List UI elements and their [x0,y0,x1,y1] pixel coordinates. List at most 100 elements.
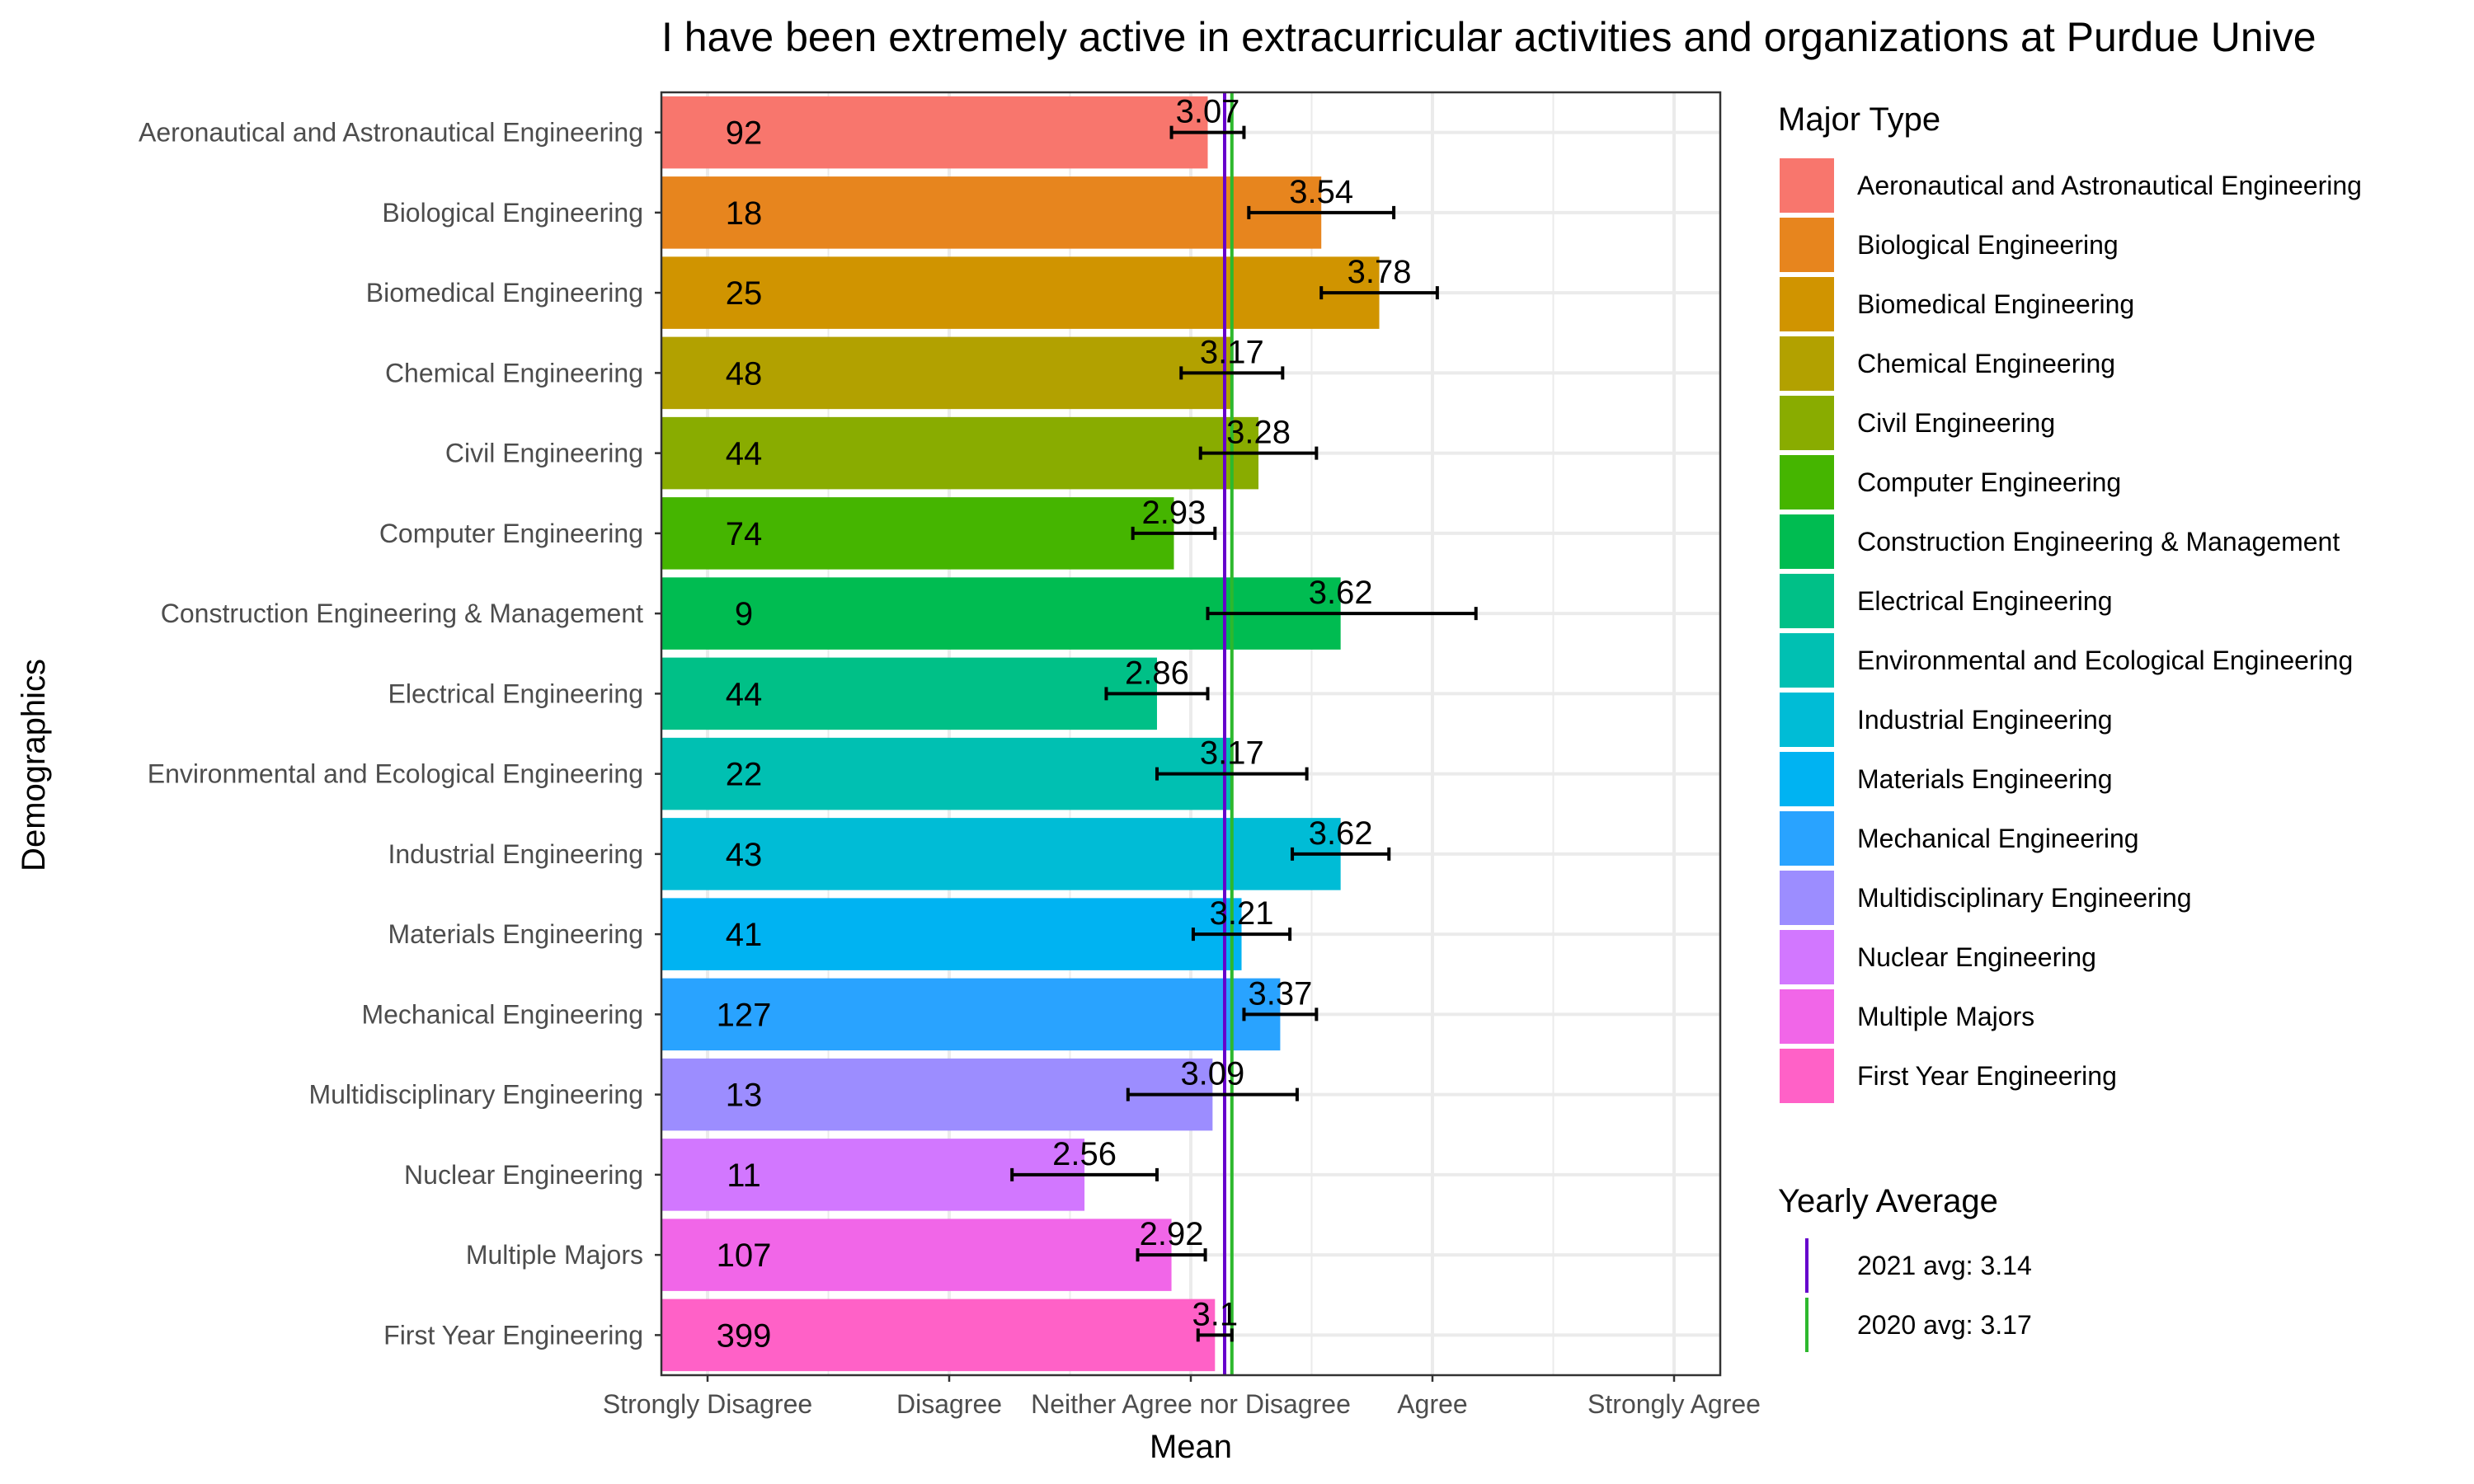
y-tick-label-14: Multiple Majors [466,1240,643,1270]
value-label-10: 3.21 [1210,895,1274,932]
legend-label-1: Biological Engineering [1857,230,2119,260]
bar-0 [661,96,1208,169]
bar-9 [661,818,1341,890]
legend-label-14: Multiple Majors [1857,1002,2034,1031]
count-label-15: 399 [717,1317,772,1354]
count-label-6: 9 [735,596,753,632]
x-tick-label-4: Strongly Agree [1587,1389,1761,1419]
value-label-1: 3.54 [1289,174,1353,210]
value-label-7: 2.86 [1125,655,1189,691]
y-tick-label-10: Materials Engineering [388,919,644,949]
legend-label-2: Biomedical Engineering [1857,289,2134,319]
y-tick-label-1: Biological Engineering [382,198,643,228]
bar-8 [661,737,1232,810]
legend-key-9 [1780,693,1834,747]
legend-key-0 [1780,158,1834,213]
x-tick-label-1: Disagree [896,1389,1002,1419]
y-tick-label-15: First Year Engineering [383,1320,643,1350]
legend-label-15: First Year Engineering [1857,1061,2117,1091]
legend-major-type: Major Type Aeronautical and Astronautica… [1778,101,2362,1103]
legend-label-9: Industrial Engineering [1857,705,2113,735]
value-label-8: 3.17 [1200,735,1264,772]
legend-key-13 [1780,930,1834,984]
value-label-4: 3.28 [1226,415,1291,451]
count-label-5: 74 [726,516,763,552]
count-label-13: 11 [727,1158,761,1194]
legend-key-5 [1780,455,1834,510]
y-axis: Aeronautical and Astronautical Engineeri… [139,118,661,1350]
y-tick-label-13: Nuclear Engineering [404,1160,643,1190]
legend-label-5: Computer Engineering [1857,467,2121,497]
bar-12 [661,1058,1213,1131]
bar-10 [661,898,1242,970]
y-tick-label-7: Electrical Engineering [388,679,644,708]
count-label-12: 13 [726,1078,763,1114]
bar-15 [661,1298,1216,1372]
bar-11 [661,978,1281,1051]
value-label-14: 2.92 [1140,1216,1204,1252]
legend-key-8 [1780,633,1834,688]
legend-label-12: Multidisciplinary Engineering [1857,883,2192,913]
count-label-3: 48 [726,355,763,392]
legend-title-yearly-average: Yearly Average [1778,1183,1998,1219]
x-axis-title: Mean [1150,1429,1232,1465]
panel-border [660,91,1722,1377]
value-label-11: 3.37 [1248,975,1312,1012]
legend-line-label-1: 2020 avg: 3.17 [1857,1310,2032,1340]
x-tick-label-2: Neither Agree nor Disagree [1031,1389,1351,1419]
legend-label-8: Environmental and Ecological Engineering [1857,646,2353,675]
count-label-10: 41 [726,917,763,953]
y-tick-label-4: Civil Engineering [445,439,643,468]
value-label-5: 2.93 [1142,495,1206,531]
count-label-7: 44 [726,676,763,712]
value-label-12: 3.09 [1180,1056,1244,1092]
y-tick-label-11: Mechanical Engineering [361,999,643,1029]
bar-2 [661,256,1380,329]
legend-title-major-type: Major Type [1778,101,1940,138]
legend-key-14 [1780,989,1834,1044]
count-label-14: 107 [717,1237,772,1274]
count-label-1: 18 [726,195,763,232]
y-tick-label-12: Multidisciplinary Engineering [308,1080,643,1110]
chart-title: I have been extremely active in extracur… [661,14,2316,60]
y-axis-title: Demographics [16,659,52,871]
bars [661,96,1380,1372]
legend-label-6: Construction Engineering & Management [1857,527,2340,556]
legend-label-10: Materials Engineering [1857,764,2113,794]
count-label-8: 22 [726,757,763,793]
legend-label-7: Electrical Engineering [1857,586,2113,616]
value-label-6: 3.62 [1309,575,1373,611]
reference-lines [1223,92,1234,1375]
value-label-2: 3.78 [1348,254,1412,290]
legend-key-1 [1780,218,1834,272]
y-tick-label-9: Industrial Engineering [388,839,643,869]
legend-yearly-average: Yearly Average 2021 avg: 3.14 2020 avg: 3… [1778,1183,2032,1352]
bar-4 [661,416,1259,490]
count-label-9: 43 [726,837,763,873]
y-tick-label-6: Construction Engineering & Management [161,599,643,628]
value-label-3: 3.17 [1200,334,1264,370]
bar-labels: 92 3.07 18 3.54 25 3.78 48 3.17 44 3.28 74 2.93 9 3.6… [717,94,1412,1355]
legend-key-4 [1780,396,1834,450]
value-label-0: 3.07 [1176,94,1240,130]
legend-key-3 [1780,336,1834,391]
y-tick-label-8: Environmental and Ecological Engineering [148,759,643,789]
legend-key-11 [1780,811,1834,866]
legend-label-0: Aeronautical and Astronautical Engineeri… [1857,171,2362,200]
legend-key-7 [1780,574,1834,628]
bar-7 [661,657,1157,730]
legend-key-15 [1780,1049,1834,1103]
legend-label-13: Nuclear Engineering [1857,942,2096,972]
legend-label-11: Mechanical Engineering [1857,824,2139,853]
count-label-0: 92 [726,115,763,152]
y-tick-label-5: Computer Engineering [379,519,643,548]
x-axis: Strongly Disagree Disagree Neither Agree n… [603,1375,1761,1419]
value-label-13: 2.56 [1052,1136,1117,1172]
count-label-2: 25 [726,275,763,312]
value-label-9: 3.62 [1309,815,1373,852]
bar-14 [661,1219,1172,1291]
legend-label-3: Chemical Engineering [1857,349,2115,378]
bar-1 [661,176,1322,249]
bar-3 [661,336,1232,410]
